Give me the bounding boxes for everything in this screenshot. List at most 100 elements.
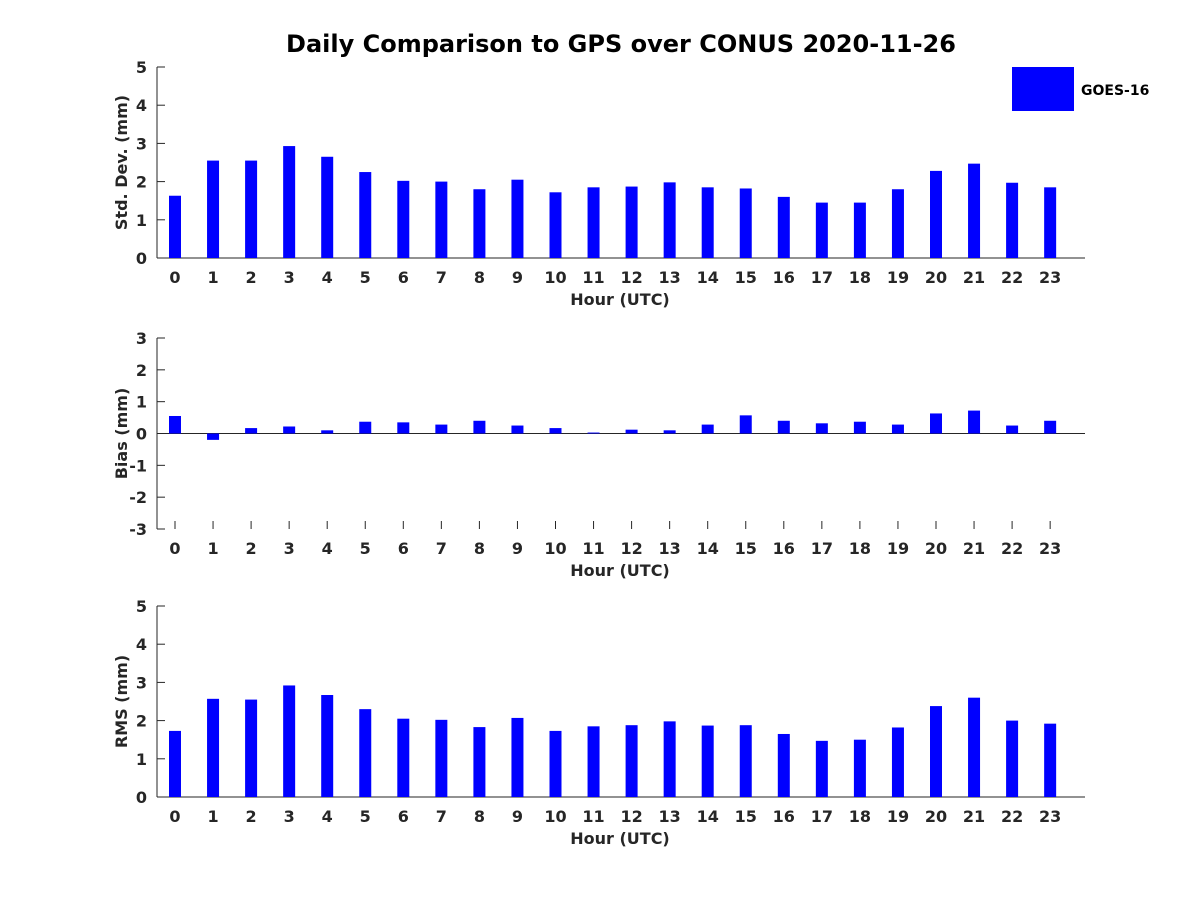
bar-hour-5 [359, 709, 372, 797]
x-tick-label: 17 [811, 539, 833, 558]
x-tick-label: 20 [925, 807, 947, 826]
y-tick-label: 3 [136, 329, 147, 348]
bar-hour-6 [397, 422, 410, 434]
bar-hour-1 [207, 698, 220, 797]
x-tick-label: 9 [512, 268, 523, 287]
y-tick-label: -3 [129, 520, 147, 539]
y-tick-label: 1 [136, 211, 147, 230]
x-tick-label: 21 [963, 807, 985, 826]
x-tick-label: 9 [512, 807, 523, 826]
x-tick-label: 16 [773, 268, 795, 287]
x-tick-label: 23 [1039, 539, 1061, 558]
x-tick-label: 19 [887, 268, 909, 287]
x-tick-label: 0 [169, 539, 180, 558]
bar-hour-12 [625, 429, 638, 434]
bar-hour-9 [511, 179, 524, 258]
y-tick-label: 4 [136, 96, 147, 115]
x-tick-label: 3 [284, 539, 295, 558]
bar-hour-7 [435, 719, 448, 797]
bar-hour-22 [1006, 720, 1019, 797]
x-tick-label: 23 [1039, 807, 1061, 826]
x-tick-label: 13 [659, 539, 681, 558]
x-tick-label: 12 [620, 807, 642, 826]
bar-hour-11 [587, 726, 600, 797]
bar-hour-10 [549, 730, 562, 797]
bar-hour-16 [777, 733, 790, 797]
x-tick-label: 10 [544, 807, 566, 826]
x-tick-label: 21 [963, 539, 985, 558]
x-tick-label: 19 [887, 807, 909, 826]
bar-hour-3 [283, 146, 296, 258]
y-tick-label: -1 [129, 456, 147, 475]
y-tick-label: 2 [136, 173, 147, 192]
x-tick-label: 17 [811, 268, 833, 287]
x-tick-label: 6 [398, 807, 409, 826]
bar-hour-17 [815, 740, 828, 797]
y-tick-label: 1 [136, 393, 147, 412]
bar-hour-23 [1044, 187, 1057, 258]
bar-hour-12 [625, 725, 638, 797]
bar-hour-2 [245, 428, 258, 434]
bar-hour-15 [739, 415, 752, 434]
x-tick-label: 8 [474, 539, 485, 558]
x-tick-label: 10 [544, 539, 566, 558]
bar-hour-21 [968, 410, 981, 434]
y-tick-label: 5 [136, 597, 147, 616]
bar-hour-2 [245, 699, 258, 797]
x-tick-label: 11 [582, 539, 604, 558]
bar-hour-7 [435, 181, 448, 258]
bar-hour-21 [968, 697, 981, 797]
bar-hour-17 [815, 202, 828, 258]
bar-hour-8 [473, 189, 486, 258]
y-axis-label: Bias (mm) [112, 388, 131, 480]
bar-hour-0 [169, 415, 181, 434]
bar-hour-17 [815, 423, 828, 434]
bar-hour-23 [1044, 723, 1057, 797]
y-tick-label: -2 [129, 488, 147, 507]
x-tick-label: 20 [925, 268, 947, 287]
y-tick-label: 0 [136, 788, 147, 807]
y-tick-label: 2 [136, 712, 147, 731]
bar-hour-3 [283, 685, 296, 797]
bar-hour-20 [930, 706, 942, 797]
bar-hour-1 [207, 160, 220, 258]
bar-hour-4 [321, 430, 334, 434]
x-tick-label: 4 [322, 807, 333, 826]
y-tick-label: 3 [136, 134, 147, 153]
x-tick-label: 12 [620, 268, 642, 287]
y-tick-label: 2 [136, 361, 147, 380]
bar-hour-3 [283, 426, 296, 434]
x-axis-label: Hour (UTC) [570, 829, 670, 848]
y-tick-label: 0 [136, 249, 147, 268]
bar-hour-14 [701, 424, 714, 434]
x-tick-label: 8 [474, 268, 485, 287]
bar-hour-9 [511, 717, 524, 797]
y-axis-label: Std. Dev. (mm) [112, 95, 131, 230]
x-tick-label: 7 [436, 539, 447, 558]
y-tick-label: 3 [136, 673, 147, 692]
bar-hour-22 [1006, 425, 1019, 434]
bar-hour-10 [549, 192, 562, 258]
x-tick-label: 1 [207, 807, 218, 826]
figure-title: Daily Comparison to GPS over CONUS 2020-… [286, 30, 956, 58]
x-tick-label: 0 [169, 268, 180, 287]
bar-hour-6 [397, 180, 410, 258]
x-tick-label: 4 [322, 539, 333, 558]
x-tick-label: 11 [582, 268, 604, 287]
bar-hour-12 [625, 186, 638, 258]
x-tick-label: 14 [697, 268, 719, 287]
x-tick-label: 22 [1001, 539, 1023, 558]
bar-hour-23 [1044, 420, 1057, 434]
legend-label: GOES-16 [1081, 83, 1149, 99]
x-tick-label: 7 [436, 807, 447, 826]
x-tick-label: 2 [246, 268, 257, 287]
bar-hour-7 [435, 424, 448, 434]
x-tick-label: 13 [659, 807, 681, 826]
x-tick-label: 1 [207, 539, 218, 558]
bar-hour-8 [473, 420, 486, 434]
x-tick-label: 6 [398, 268, 409, 287]
x-tick-label: 15 [735, 268, 757, 287]
x-tick-label: 12 [620, 539, 642, 558]
x-tick-label: 5 [360, 268, 371, 287]
